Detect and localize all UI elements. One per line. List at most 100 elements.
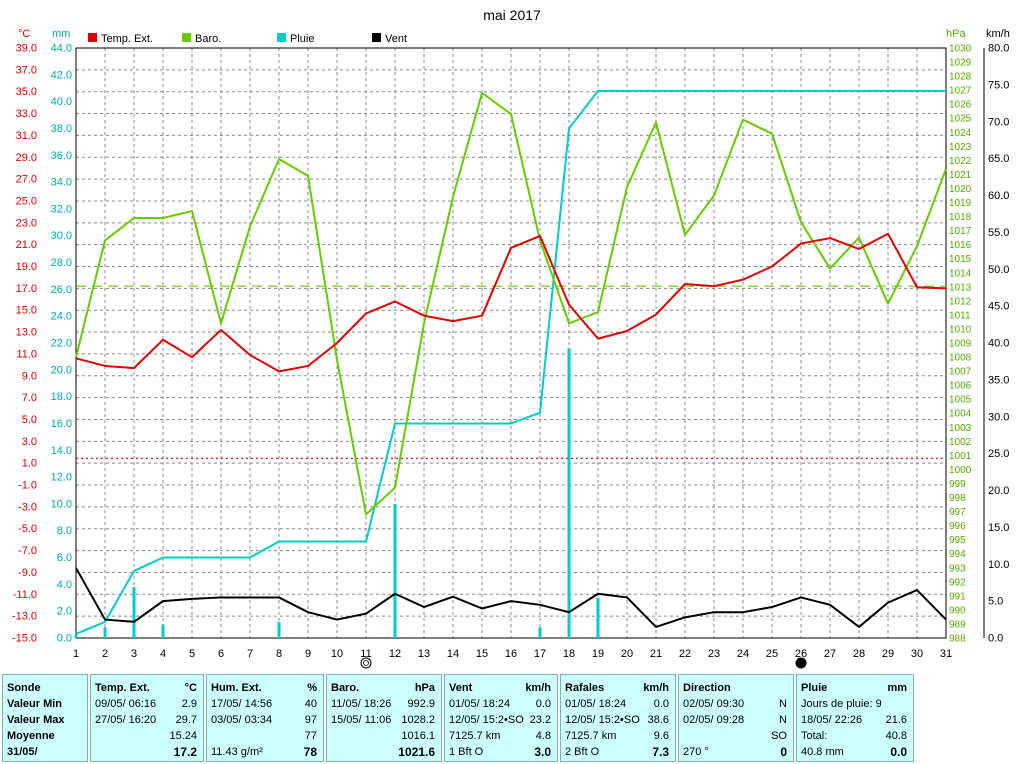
baro-tick-label: 991 [949,591,966,602]
x-tick-label: 11 [360,648,371,660]
temp-tick-label: -3.0 [18,501,37,513]
rain-tick-label: 16.0 [51,418,72,430]
baro-tick-label: 1022 [949,156,972,167]
temp-tick-label: 23.0 [16,217,37,229]
rafales-row-label: 12/05/ 15:2•SO [565,714,640,726]
x-tick-label: 7 [247,648,253,660]
rafales-row-value: 7.3 [652,745,669,759]
direction-row-label: 02/05/ 09:28 [683,714,745,726]
direction-row: 270 ° 0 [679,745,793,759]
hum-row-value: 40 [304,698,317,710]
panel-sonde: Sonde Valeur Min Valeur Max Moyenne 31/0… [2,674,88,762]
x-tick-label: 14 [447,648,459,660]
baro-row-label: 11/05/ 18:26 [331,698,392,710]
baro-tick-label: 1008 [949,353,972,364]
pluie-row-value: 40.8 [885,730,907,742]
vent-row-label: 01/05/ 18:24 [449,698,511,710]
baro-tick-label: 1000 [949,465,972,476]
temp-tick-label: 3.0 [22,436,37,448]
legend-swatch [372,33,381,42]
baro-tick-label: 992 [949,577,966,588]
x-tick-label: 2 [102,648,108,660]
rafales-row-label: 2 Bft O [565,746,600,758]
baro-tick-label: 1003 [949,423,972,434]
hum-unit: % [307,682,317,694]
temp-row-value: 15.24 [169,730,197,742]
temp-tick-label: 27.0 [16,174,37,186]
pluie-row-label: 40.8 mm [801,746,844,758]
rain-tick-label: 32.0 [51,203,72,215]
x-tick-label: 6 [218,648,224,660]
rafales-row-label: 01/05/ 18:24 [565,698,627,710]
moon-markers [360,657,807,669]
x-tick-label: 26 [795,648,807,660]
baro-row: 11/05/ 18:26 992.9 [327,697,441,711]
vent-row-label: 12/05/ 15:2•SO [449,714,524,726]
rain-tick-label: 38.0 [51,123,72,135]
wind-tick-label: 75.0 [988,79,1009,91]
rain-unit-label: mm [52,28,70,40]
new-moon-marker [795,657,807,669]
baro-tick-label: 1028 [949,72,972,83]
x-tick-label: 29 [882,648,894,660]
legend-swatch [277,33,286,42]
temp-tick-label: 11.0 [16,348,37,360]
plot-frame [75,47,947,639]
baro-tick-label: 1021 [949,170,972,181]
pluie-row: 40.8 mm 0.0 [797,745,913,759]
pluie-row-value: 21.6 [885,714,907,726]
pluie-row-label: Jours de pluie: 9 [801,698,882,710]
baro-tick-label: 995 [949,535,966,546]
rain-tick-label: 36.0 [51,150,72,162]
rain-tick-label: 8.0 [57,525,72,537]
rain-bar [161,624,165,638]
pluie-row: Total: 40.8 [797,729,913,743]
rafales-title: Rafales [565,682,605,694]
vent-row-value: 23.2 [529,714,551,726]
rafales-row-value: 9.6 [653,730,669,742]
temp-tick-label: -5.0 [18,523,37,535]
vent-row: 7125.7 km 4.8 [445,729,557,743]
wind-tick-label: 30.0 [988,411,1009,423]
hum-row-label: 17/05/ 14:56 [211,698,273,710]
hum-row: 77 [207,729,323,743]
baro-tick-label: 1018 [949,212,972,223]
rafales-row-value: 38.6 [647,714,669,726]
direction-row: 02/05/ 09:28 N [679,713,793,727]
baro-tick-label: 1020 [949,184,972,195]
rain-tick-label: 0.0 [57,633,72,645]
pluie-row-value: 0.0 [890,745,907,759]
panel-hum: Hum. Ext.% 17/05/ 14:56 40 03/05/ 03:34 97 77… [206,674,324,762]
temp-tick-label: 21.0 [16,239,37,251]
baro-tick-label: 988 [949,634,966,645]
rain-tick-label: 40.0 [51,96,72,108]
baro-tick-label: 1025 [949,114,972,125]
x-tick-label: 21 [650,648,662,660]
baro-tick-label: 1009 [949,339,972,350]
rain-tick-label: 6.0 [57,552,72,564]
vent-row-value: 0.0 [535,698,551,710]
wind-tick-label: 55.0 [988,227,1009,239]
rain-bar [103,627,107,638]
chart-title: mai 2017 [483,7,541,23]
vent-row-value: 4.8 [535,730,551,742]
temp-tick-label: 9.0 [22,370,37,382]
legend-label: Temp. Ext. [101,33,153,45]
rain-tick-label: 44.0 [51,43,72,55]
baro-tick-label: 1026 [949,100,972,111]
wind-tick-label: 50.0 [988,264,1009,276]
rain-bar [596,597,600,638]
wind-tick-label: 0.0 [988,633,1003,645]
wind-tick-label: 15.0 [988,522,1009,534]
baro-row-label: 15/05/ 11:06 [331,714,392,726]
series-line [75,567,947,628]
baro-unit-label: hPa [946,28,966,40]
full-moon-marker-inner [363,660,369,666]
vent-unit: km/h [525,682,551,694]
series-line [75,232,947,373]
baro-row: 15/05/ 11:06 1028.2 [327,713,441,727]
rain-tick-label: 14.0 [51,445,72,457]
wind-tick-label: 40.0 [988,338,1009,350]
temp-tick-label: 15.0 [16,305,37,317]
wind-tick-label: 45.0 [988,301,1009,313]
